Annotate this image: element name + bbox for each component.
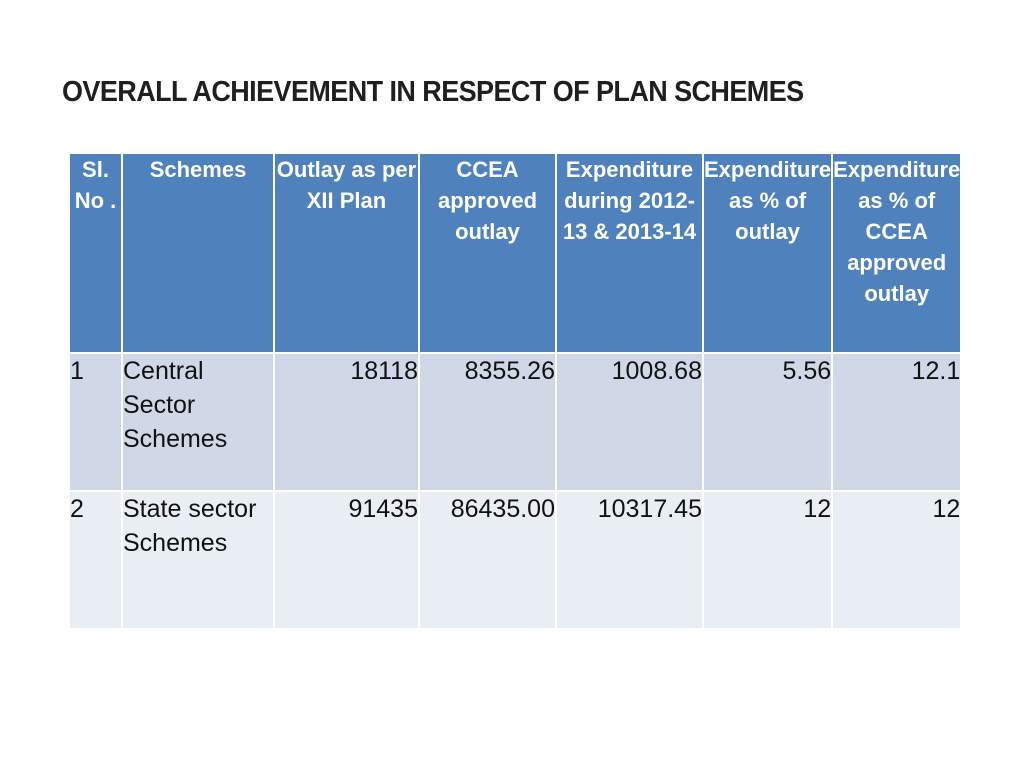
slide-title: OVERALL ACHIEVEMENT IN RESPECT OF PLAN S… [62, 76, 804, 108]
header-outlay: Outlay as per XII Plan [273, 152, 420, 354]
cell-scheme: State sector Schemes [121, 490, 275, 630]
cell-ccea-outlay: 86435.00 [418, 490, 557, 630]
header-schemes: Schemes [121, 152, 275, 354]
cell-sl-no: 1 [68, 352, 123, 492]
cell-expenditure: 10317.45 [555, 490, 704, 630]
header-sl-no: Sl. No . [68, 152, 123, 354]
achievement-table: Sl. No . Schemes Outlay as per XII Plan … [68, 152, 963, 630]
table-row: 1 Central Sector Schemes 18118 8355.26 1… [68, 352, 963, 492]
cell-pct-outlay: 5.56 [701, 352, 834, 492]
cell-outlay: 18118 [273, 352, 420, 492]
cell-scheme: Central Sector Schemes [121, 352, 275, 492]
header-ccea-outlay: CCEA approved outlay [418, 152, 557, 354]
cell-pct-ccea: 12 [831, 490, 963, 630]
cell-outlay: 91435 [273, 490, 420, 630]
cell-pct-ccea: 12.1 [831, 352, 963, 492]
table-header-row: Sl. No . Schemes Outlay as per XII Plan … [68, 152, 963, 354]
cell-ccea-outlay: 8355.26 [418, 352, 557, 492]
header-pct-outlay: Expenditure as % of outlay [701, 152, 834, 354]
cell-pct-outlay: 12 [701, 490, 834, 630]
cell-sl-no: 2 [68, 490, 123, 630]
header-pct-ccea: Expenditure as % of CCEA approved outlay [831, 152, 963, 354]
header-expenditure: Expenditure during 2012-13 & 2013-14 [555, 152, 704, 354]
cell-expenditure: 1008.68 [555, 352, 704, 492]
table-row: 2 State sector Schemes 91435 86435.00 10… [68, 490, 963, 630]
